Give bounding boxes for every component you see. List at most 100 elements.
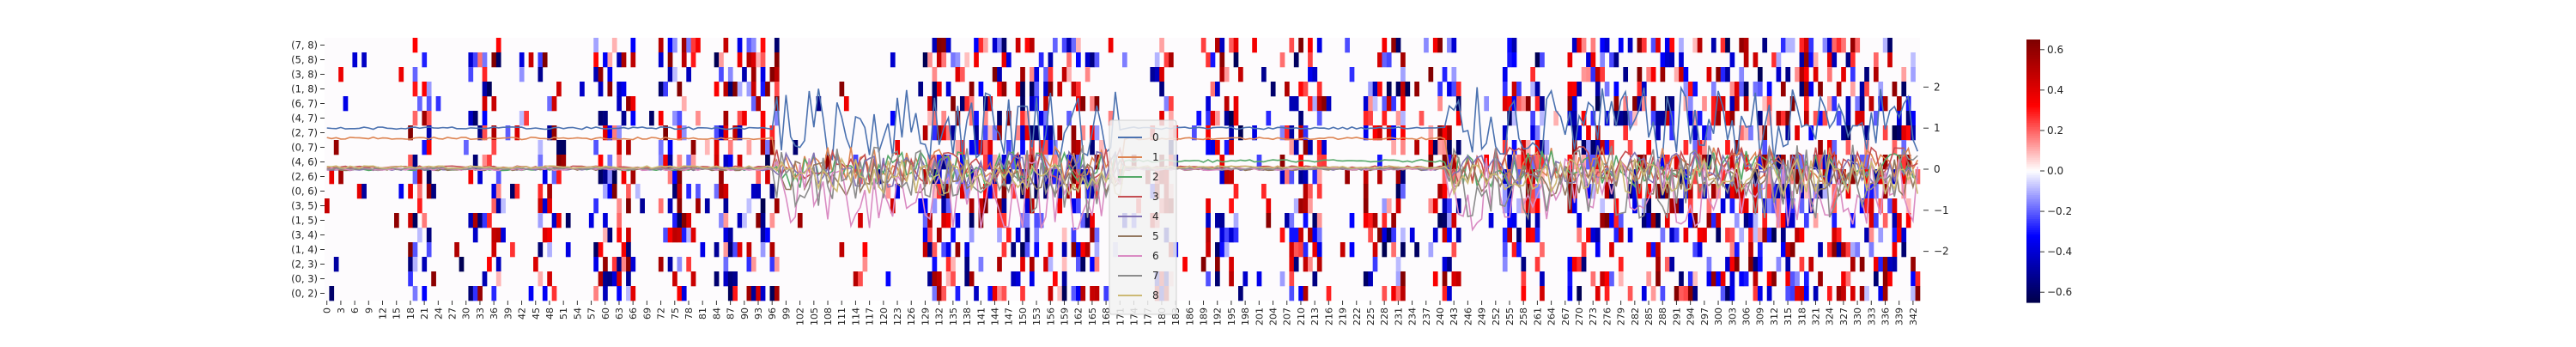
- col-tick-label: 279: [1616, 307, 1627, 326]
- heatmap-cell: [1377, 52, 1382, 68]
- heatmap-cell: [1001, 52, 1007, 68]
- heatmap-cell: [1660, 228, 1666, 243]
- heatmap-cell: [1739, 228, 1745, 243]
- heatmap-cell: [932, 286, 938, 301]
- heatmap-cell: [1864, 286, 1869, 301]
- heatmap-cell: [1669, 52, 1675, 68]
- colorbar-band: [2026, 44, 2040, 47]
- heatmap-cell: [1911, 125, 1916, 141]
- heatmap-cell: [630, 286, 636, 301]
- legend-label: 8: [1152, 289, 1159, 301]
- heatmap-cell: [774, 286, 780, 301]
- heatmap-cell: [1229, 125, 1234, 141]
- heatmap-cell: [482, 67, 488, 82]
- colorbar-band: [2026, 263, 2040, 266]
- heatmap-cell: [1753, 169, 1759, 185]
- heatmap-cell: [1372, 213, 1378, 228]
- heatmap-cell: [1298, 228, 1303, 243]
- colorbar-tick-label: 0.2: [2047, 125, 2063, 137]
- heatmap-cell: [1507, 111, 1512, 126]
- heatmap-cell: [1020, 286, 1025, 301]
- colorbar-band: [2026, 149, 2040, 152]
- heatmap-cell: [1368, 228, 1373, 243]
- heatmap-cell: [1762, 213, 1768, 228]
- heatmap-cell: [1163, 96, 1170, 112]
- heatmap-cell: [667, 198, 673, 214]
- col-tick-label: 57: [586, 307, 598, 320]
- heatmap-cell: [945, 271, 951, 287]
- heatmap-cell: [1785, 125, 1791, 141]
- heatmap-cell: [1892, 257, 1898, 272]
- heatmap-cell: [1581, 242, 1587, 258]
- heatmap-cell: [686, 184, 691, 199]
- heatmap-cell: [1780, 228, 1786, 243]
- heatmap-cell: [1785, 242, 1791, 258]
- col-tick-label: 45: [531, 307, 542, 320]
- heatmap-cell: [1887, 257, 1893, 272]
- heatmap-cell: [723, 111, 729, 126]
- row-tick-label: (2, 3): [291, 259, 318, 271]
- heatmap-cell: [343, 96, 349, 112]
- col-tick-label: 201: [1254, 307, 1265, 326]
- heatmap-cell: [1507, 52, 1512, 68]
- heatmap-cell: [1057, 198, 1063, 214]
- heatmap-cell: [1762, 198, 1768, 214]
- heatmap-cell: [1094, 96, 1100, 112]
- heatmap-cell: [746, 140, 752, 155]
- heatmap-cell: [1832, 38, 1838, 53]
- heatmap-cell: [603, 184, 608, 199]
- heatmap-cell: [1266, 198, 1272, 214]
- col-tick-label: 132: [934, 307, 945, 326]
- heatmap-cell: [1650, 96, 1656, 112]
- heatmap-cell: [987, 184, 993, 199]
- heatmap-cell: [1516, 198, 1522, 214]
- heatmap-cell: [1600, 52, 1606, 68]
- heatmap-cell: [658, 198, 664, 214]
- heatmap-cell: [686, 155, 691, 170]
- row-tick-label: (6, 7): [291, 98, 318, 110]
- heatmap-cell: [1349, 67, 1355, 82]
- heatmap-cell: [1507, 213, 1512, 228]
- heatmap-cell: [997, 198, 1002, 214]
- colorbar-band: [2026, 70, 2040, 73]
- col-tick-label: 33: [475, 307, 486, 320]
- heatmap-cell: [1716, 67, 1722, 82]
- heatmap-cell: [1813, 286, 1819, 301]
- colorbar-band: [2026, 65, 2040, 69]
- heatmap-cell: [1080, 96, 1086, 112]
- colorbar-band: [2026, 291, 2040, 295]
- heatmap-cell: [593, 38, 598, 53]
- heatmap-cell: [1581, 257, 1587, 272]
- heatmap-cell: [1451, 38, 1457, 53]
- heatmap-cell: [978, 213, 984, 228]
- colorbar-band: [2026, 173, 2040, 176]
- heatmap-cell: [1029, 82, 1035, 97]
- heatmap-cell: [927, 96, 933, 112]
- heatmap-cell: [1363, 96, 1369, 112]
- row-tick-label: (1, 5): [291, 215, 318, 227]
- heatmap-cell: [1525, 198, 1531, 214]
- heatmap-cell: [1679, 198, 1684, 214]
- heatmap-cell: [974, 111, 979, 126]
- heatmap-cell: [501, 198, 506, 214]
- heatmap-cell: [514, 125, 520, 141]
- colorbar-band: [2026, 41, 2040, 45]
- heatmap-cell: [746, 52, 752, 68]
- heatmap-cell: [1803, 82, 1809, 97]
- colorbar-band: [2026, 293, 2040, 296]
- heatmap-cell: [1215, 242, 1220, 258]
- heatmap-cell: [945, 82, 951, 97]
- heatmap-cell: [927, 213, 933, 228]
- col-tick-label: 93: [753, 307, 764, 320]
- heatmap-cell: [895, 184, 901, 199]
- heatmap-cell: [982, 184, 988, 199]
- col-tick-label: 90: [739, 307, 750, 320]
- heatmap-cell: [714, 242, 720, 258]
- heatmap-cell: [542, 286, 548, 301]
- heatmap-cell: [1757, 286, 1763, 301]
- heatmap-cell: [1289, 228, 1295, 243]
- heatmap-cell: [932, 67, 938, 82]
- heatmap-cell: [681, 125, 687, 141]
- heatmap-cell: [491, 140, 497, 155]
- heatmap-cell: [611, 169, 617, 185]
